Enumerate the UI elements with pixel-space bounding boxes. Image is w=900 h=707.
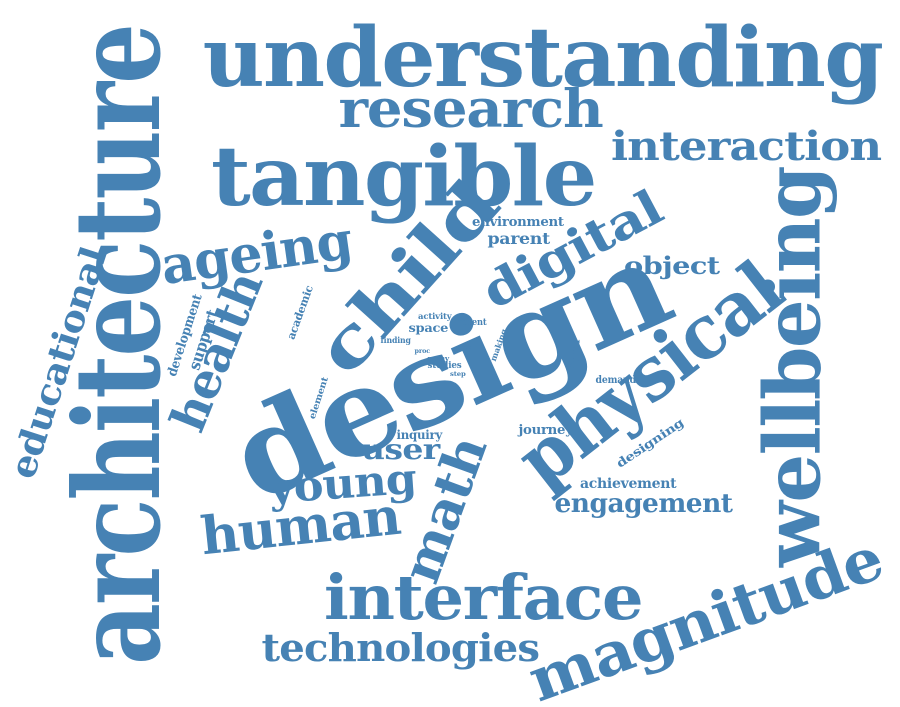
- word-tangible: tangible: [210, 129, 597, 225]
- word-journey: journey: [517, 422, 573, 438]
- word-environment: environment: [472, 214, 564, 230]
- word-object: object: [624, 251, 720, 280]
- word-activity: activity: [418, 311, 452, 321]
- word-understanding: understanding: [202, 10, 883, 106]
- word-user: user: [360, 433, 440, 466]
- word-vital: vital: [462, 344, 475, 351]
- word-many: many: [427, 353, 449, 363]
- word-interface: interface: [323, 561, 644, 634]
- word-studies: studies: [427, 360, 462, 371]
- word-space: space: [408, 321, 448, 335]
- word-engagement: engagement: [554, 489, 732, 519]
- word-parent: parent: [486, 229, 550, 248]
- word-form: form: [568, 339, 583, 369]
- word-interaction: interaction: [610, 123, 882, 170]
- word-technologies: technologies: [261, 625, 539, 670]
- word-proc: proc: [414, 348, 430, 355]
- word-finding: finding: [379, 335, 411, 345]
- word-achievement: achievement: [580, 476, 677, 492]
- word-wellbeing: wellbeing: [747, 166, 839, 568]
- word-step: step: [450, 371, 466, 378]
- word-demand: demand: [595, 375, 636, 386]
- word-inquiry: inquiry: [395, 428, 442, 442]
- word-present: present: [451, 317, 487, 328]
- word-research: research: [337, 79, 603, 140]
